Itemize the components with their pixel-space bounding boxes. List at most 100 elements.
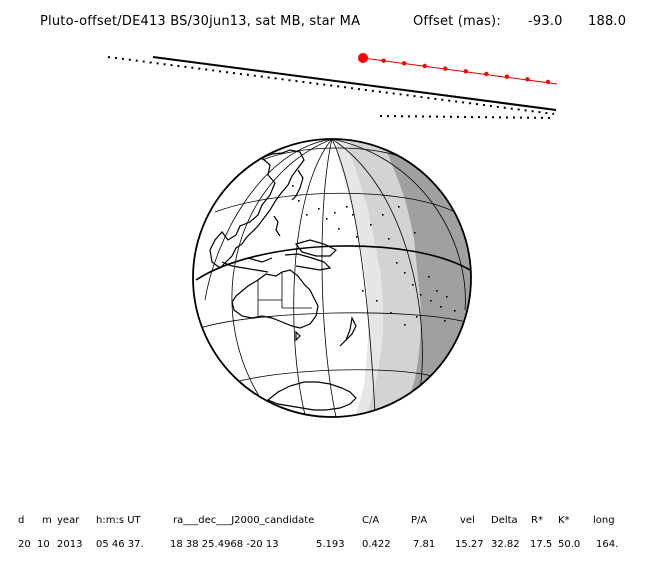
star-track-dots: [358, 53, 551, 85]
track-dot: [504, 74, 510, 79]
track-dot: [525, 77, 530, 82]
val-long: 164.: [596, 539, 619, 550]
island-mark: [334, 212, 336, 214]
val-day: 20: [18, 539, 31, 550]
val-vel: 15.27: [455, 539, 484, 550]
offset-y-value: 188.0: [588, 14, 627, 29]
meridians: [204, 139, 466, 417]
island-mark: [362, 290, 364, 292]
island-mark: [440, 306, 442, 308]
twilight-region: [348, 139, 421, 417]
indonesia: [221, 253, 332, 273]
antarctica: [266, 381, 357, 411]
meridian-6: [204, 139, 333, 301]
track-dot: [401, 61, 407, 66]
hdr-day: d: [18, 515, 25, 526]
parallels: [195, 147, 471, 383]
offset-label: Offset (mas):: [413, 14, 501, 29]
island-mark: [398, 206, 400, 208]
meridian-1: [231, 139, 333, 413]
track-dot: [381, 58, 386, 63]
island-mark: [306, 214, 308, 216]
val-radec: 18 38 25.4968 -20 13: [170, 539, 279, 550]
island-mark: [390, 312, 392, 314]
hdr-year: year: [57, 515, 80, 526]
parallel-north-2: [214, 192, 456, 213]
val-pa: 7.81: [413, 539, 436, 550]
island-mark: [396, 262, 398, 264]
meridian-7: [331, 139, 466, 311]
pacific-islands: [292, 185, 456, 326]
island-mark: [416, 316, 418, 318]
val-kstar: 50.0: [558, 539, 581, 550]
island-mark: [352, 214, 354, 216]
hdr-pa: P/A: [411, 515, 428, 526]
offset-x-value: -93.0: [528, 14, 563, 29]
hdr-time: h:m:s UT: [96, 515, 141, 526]
island-mark: [430, 300, 432, 302]
shadow-path: [107, 53, 558, 119]
australia-states: [257, 272, 312, 316]
meridian-2: [293, 139, 333, 416]
meridian-4: [331, 139, 376, 414]
occultation-map: [107, 53, 558, 418]
island-mark: [404, 272, 406, 274]
val-delta: 32.82: [491, 539, 520, 550]
island-mark: [338, 228, 340, 230]
philippines: [273, 215, 281, 237]
island-mark: [414, 232, 416, 234]
hdr-kstar: K*: [558, 515, 570, 526]
hdr-long: long: [593, 515, 615, 526]
val-month: 10: [37, 539, 50, 550]
island-mark: [298, 200, 300, 202]
track-dot: [443, 66, 448, 71]
track-dot: [484, 71, 489, 77]
hdr-radec: ra___dec___J2000_candidate: [173, 515, 315, 526]
val-year: 2013: [57, 539, 83, 550]
hdr-delta: Delta: [491, 515, 518, 526]
tasmania: [295, 330, 301, 342]
plot-title: Pluto-offset/DE413 BS/30jun13, sat MB, s…: [40, 14, 361, 29]
track-dot: [463, 69, 468, 74]
track-dot: [422, 63, 427, 69]
hdr-ca: C/A: [362, 515, 380, 526]
island-mark: [326, 218, 328, 220]
island-mark: [382, 214, 384, 216]
globe: [192, 138, 472, 418]
globe-limb: [192, 138, 472, 418]
island-mark: [370, 224, 372, 226]
island-mark: [372, 246, 374, 248]
hdr-rstar: R*: [531, 515, 543, 526]
val-time: 05 46 37.: [96, 539, 144, 550]
island-mark: [420, 294, 422, 296]
continents: [209, 149, 357, 411]
val-rstar: 17.5: [530, 539, 553, 550]
island-mark: [292, 185, 294, 187]
val-ca: 0.422: [362, 539, 391, 550]
shadow-centerline: [152, 56, 557, 111]
island-mark: [446, 296, 448, 298]
new-guinea: [294, 239, 338, 257]
parallel-south-1: [199, 312, 467, 329]
shadow-limit-north: [107, 56, 555, 115]
island-mark: [376, 300, 378, 302]
new-zealand: [339, 316, 357, 347]
hdr-vel: vel: [460, 515, 475, 526]
meridian-3: [321, 139, 337, 417]
meridian-5: [331, 139, 423, 391]
island-mark: [346, 206, 348, 208]
island-mark: [436, 290, 438, 292]
japan: [291, 169, 304, 201]
val-v1: 5.193: [316, 539, 345, 550]
parallel-south-2: [234, 369, 433, 383]
track-dot: [358, 53, 368, 63]
island-mark: [428, 276, 430, 278]
shadow-limit-south: [379, 115, 555, 119]
island-mark: [356, 236, 358, 238]
island-mark: [454, 310, 456, 312]
asia-coast: [209, 149, 305, 269]
island-mark: [444, 320, 446, 322]
parallel-equator: [195, 245, 471, 281]
star-track-line: [362, 57, 558, 85]
track-dot: [545, 79, 551, 85]
